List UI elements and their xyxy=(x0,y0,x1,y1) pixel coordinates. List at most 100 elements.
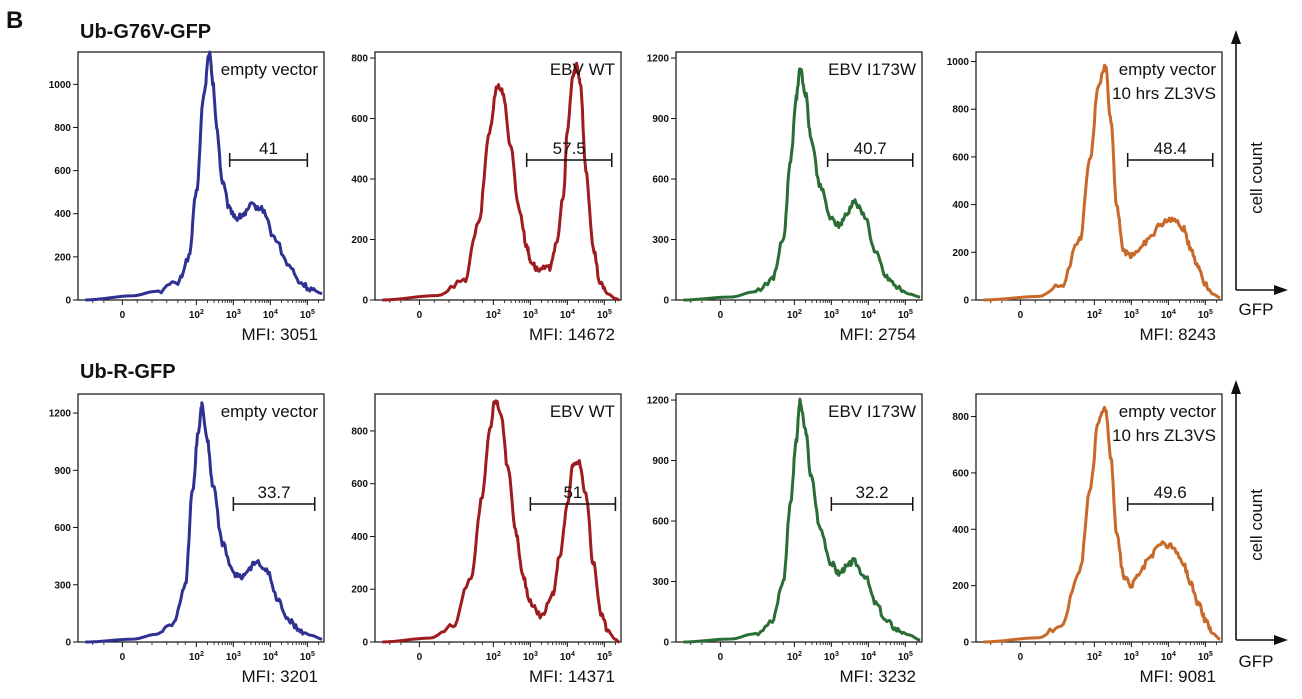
mfi-label: MFI: 3201 xyxy=(241,667,318,686)
histogram-trace xyxy=(983,63,1221,302)
y-tick-label: 0 xyxy=(65,296,71,307)
x-axis-arrowhead xyxy=(1274,285,1288,295)
gate-percentage: 32.2 xyxy=(856,483,889,502)
gate-percentage: 40.7 xyxy=(854,139,887,158)
x-tick-label: 103 xyxy=(824,309,839,321)
mfi-label: MFI: 2754 xyxy=(839,325,916,344)
x-tick-label: 0 xyxy=(718,310,724,321)
y-axis-arrowhead xyxy=(1231,380,1241,394)
histogram-panel-r1c1: 0 200 400 600 800 1000 0 102 103 104 105 41 empty ve… xyxy=(49,50,325,344)
plot-frame xyxy=(975,393,1223,643)
y-tick-label: 400 xyxy=(952,525,969,536)
y-tick-label: 0 xyxy=(963,638,969,649)
y-tick-label: 0 xyxy=(663,638,669,649)
histogram-trace xyxy=(983,405,1221,644)
gate-percentage: 57.5 xyxy=(553,139,586,158)
x-axis-arrowhead xyxy=(1274,635,1288,645)
y-tick-label: 1000 xyxy=(49,80,72,91)
histogram-trace xyxy=(85,401,323,644)
sample-label: EBV WT xyxy=(550,402,615,421)
x-tick-label: 102 xyxy=(189,309,204,321)
gate-percentage: 51 xyxy=(563,483,582,502)
x-tick-label: 105 xyxy=(1198,309,1213,321)
y-tick-label: 300 xyxy=(652,577,669,588)
x-tick-label: 103 xyxy=(226,651,241,663)
axis-indicator-row-1: cell count GFP xyxy=(1231,30,1288,319)
histogram-panel-r2c4: 0 200 400 600 800 0 102 103 104 105 49.6 empty vect… xyxy=(952,393,1223,686)
y-tick-label: 0 xyxy=(362,638,368,649)
y-tick-label: 0 xyxy=(65,638,71,649)
x-tick-label: 0 xyxy=(417,652,423,663)
x-tick-label: 103 xyxy=(523,651,538,663)
x-tick-label: 102 xyxy=(1087,651,1102,663)
y-tick-label: 300 xyxy=(652,235,669,246)
x-tick-label: 104 xyxy=(861,651,876,663)
y-tick-label: 800 xyxy=(54,123,71,134)
x-tick-label: 104 xyxy=(1161,309,1176,321)
row-title-ub-g76v-gfp: Ub-G76V-GFP xyxy=(80,21,211,43)
histogram-panel-r1c2: 0 200 400 600 800 0 102 103 104 105 57.5 EBV WT MFI:… xyxy=(351,51,622,344)
histogram-panel-r2c1: 0 300 600 900 1200 0 102 103 104 105 33.7 empty vec… xyxy=(49,393,325,686)
y-tick-label: 1000 xyxy=(947,57,970,68)
x-tick-label: 103 xyxy=(523,309,538,321)
y-tick-label: 200 xyxy=(351,235,368,246)
y-tick-label: 200 xyxy=(351,585,368,596)
histogram-panel-r1c4: 0 200 400 600 800 1000 0 102 103 104 105 48.4 empty … xyxy=(947,51,1223,344)
mfi-label: MFI: 14371 xyxy=(529,667,615,686)
x-tick-label: 0 xyxy=(417,310,423,321)
y-tick-label: 200 xyxy=(54,252,71,263)
y-tick-label: 0 xyxy=(963,296,969,307)
x-tick-label: 0 xyxy=(120,652,126,663)
x-tick-label: 105 xyxy=(597,309,612,321)
plot-frame xyxy=(77,51,325,301)
y-tick-label: 600 xyxy=(54,523,71,534)
mfi-label: MFI: 3232 xyxy=(839,667,916,686)
x-tick-label: 102 xyxy=(787,651,802,663)
y-axis-label-cell-count: cell count xyxy=(1247,142,1266,214)
axis-indicator-row-2: cell count GFP xyxy=(1231,380,1288,671)
histogram-trace xyxy=(683,397,921,644)
y-tick-label: 800 xyxy=(952,412,969,423)
x-tick-label: 105 xyxy=(597,651,612,663)
plot-frame xyxy=(975,51,1223,301)
y-tick-label: 400 xyxy=(351,532,368,543)
sample-label: EBV WT xyxy=(550,60,615,79)
histogram-trace xyxy=(382,399,621,644)
x-tick-label: 0 xyxy=(120,310,126,321)
y-tick-label: 600 xyxy=(652,175,669,186)
histogram-panel-r2c2: 0 200 400 600 800 0 102 103 104 105 51 EBV WT MFI: 1… xyxy=(351,393,622,686)
y-tick-label: 400 xyxy=(54,209,71,220)
x-tick-label: 104 xyxy=(263,651,278,663)
x-tick-label: 104 xyxy=(560,309,575,321)
y-tick-label: 800 xyxy=(351,54,368,65)
x-tick-label: 102 xyxy=(486,651,501,663)
mfi-label: MFI: 14672 xyxy=(529,325,615,344)
x-tick-label: 103 xyxy=(1124,309,1139,321)
sample-label: 10 hrs ZL3VS xyxy=(1112,84,1216,103)
y-tick-label: 0 xyxy=(663,296,669,307)
histogram-panel-r1c3: 0 300 600 900 1200 0 102 103 104 105 40.7 EBV I173W… xyxy=(647,51,923,344)
y-tick-label: 600 xyxy=(952,152,969,163)
mfi-label: MFI: 3051 xyxy=(241,325,318,344)
histogram-grid: 0 200 400 600 800 1000 0 102 103 104 105 41 empty ve… xyxy=(49,50,1223,686)
sample-label: empty vector xyxy=(221,60,319,79)
plot-frame xyxy=(77,393,325,643)
y-tick-label: 600 xyxy=(54,166,71,177)
x-tick-label: 102 xyxy=(1087,309,1102,321)
x-axis-label-gfp: GFP xyxy=(1239,300,1274,319)
x-tick-label: 105 xyxy=(300,651,315,663)
x-tick-label: 104 xyxy=(560,651,575,663)
plot-frame xyxy=(675,393,923,643)
gate-percentage: 48.4 xyxy=(1154,139,1187,158)
x-tick-label: 105 xyxy=(300,309,315,321)
mfi-label: MFI: 8243 xyxy=(1139,325,1216,344)
x-tick-label: 103 xyxy=(824,651,839,663)
y-tick-label: 600 xyxy=(351,114,368,125)
y-tick-label: 600 xyxy=(351,479,368,490)
y-tick-label: 200 xyxy=(952,248,969,259)
y-tick-label: 1200 xyxy=(647,396,670,407)
x-tick-label: 0 xyxy=(1018,310,1024,321)
panel-letter: B xyxy=(6,7,23,34)
sample-label: empty vector xyxy=(1119,60,1217,79)
